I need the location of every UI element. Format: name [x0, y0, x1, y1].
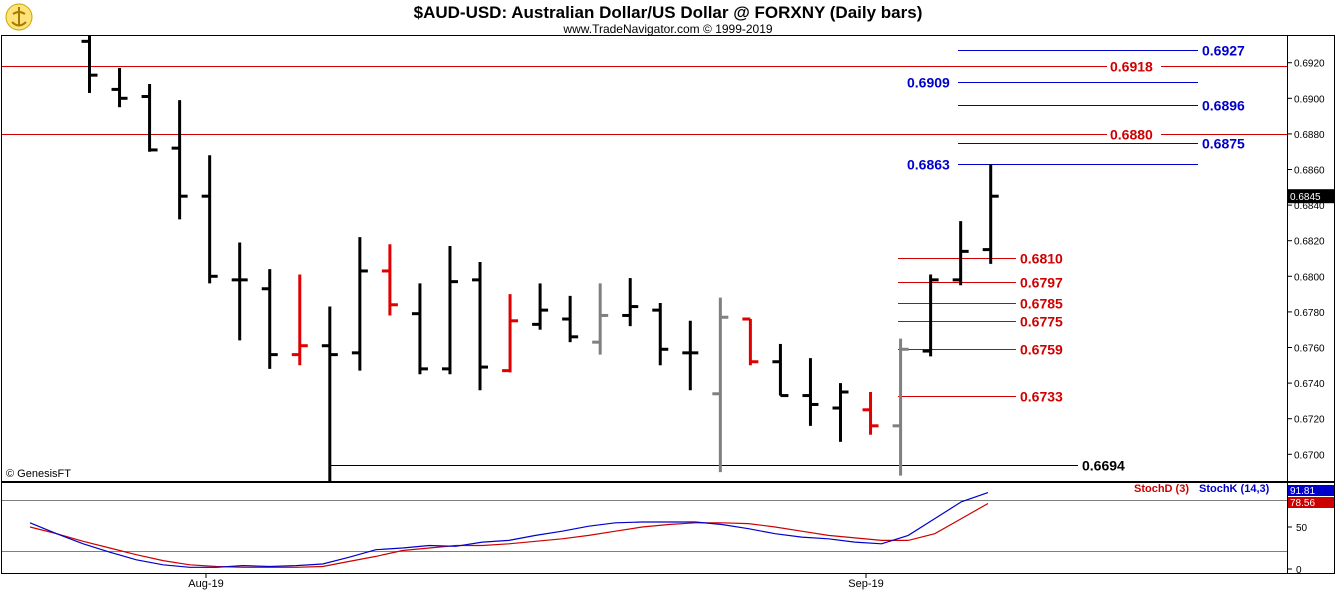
price-tick-label-6: 0.6820 [1294, 237, 1325, 248]
ohlc-bar-29 [952, 221, 969, 286]
level-lines: 0.6927 0.6918 0.6909 0.6896 0.6880 0.6875 0.68… [2, 43, 1287, 474]
ohlc-bar-13 [472, 262, 489, 391]
ohlc-bar-20 [682, 320, 699, 391]
ohlc-bar-24 [802, 358, 819, 426]
stochastic-lines [29, 492, 989, 568]
ohlc-bar-3 [171, 100, 188, 220]
price-axis-pane[interactable] [1287, 35, 1335, 482]
level-label-2: 0.6909 [907, 75, 950, 91]
price-tick-label-10: 0.6900 [1294, 94, 1325, 105]
ohlc-bar-23 [772, 343, 789, 398]
ohlc-bar-10 [381, 244, 398, 316]
price-tick-label-8: 0.6860 [1294, 166, 1325, 177]
level-label-0: 0.6927 [1202, 43, 1245, 59]
date-tick-label-1: Sep-19 [848, 578, 883, 590]
ohlc-bar-21 [712, 297, 729, 473]
stochd-legend: StochD (3) [1134, 483, 1189, 495]
ohlc-bar-30 [982, 164, 999, 264]
ohlc-bar-22 [742, 317, 759, 366]
level-label-7: 0.6810 [1020, 251, 1063, 267]
stochd-last-box [1288, 497, 1334, 508]
stochk-last-box [1288, 485, 1334, 496]
stochk-legend: StochK (14,3) [1199, 483, 1270, 495]
stoch-line-1 [29, 492, 989, 568]
level-label-bg-1 [1107, 59, 1161, 74]
price-tick-label-7: 0.6840 [1294, 201, 1325, 212]
ohlc-bar-4 [201, 155, 218, 284]
ohlc-bar-7 [291, 274, 308, 366]
level-label-bg-4 [1107, 127, 1161, 142]
stoch-tick-label-1: 50 [1296, 523, 1308, 534]
ohlc-bar-19 [652, 303, 669, 366]
date-tick-label-0: Aug-19 [188, 578, 223, 590]
level-label-13: 0.6694 [1082, 458, 1125, 474]
copyright-label: © GenesisFT [6, 468, 71, 480]
level-label-1: 0.6918 [1110, 59, 1153, 75]
ohlc-bar-26 [862, 392, 879, 435]
level-label-8: 0.6797 [1020, 275, 1063, 291]
last-price-box [1288, 189, 1334, 204]
stoch-pane[interactable] [1, 482, 1288, 574]
ohlc-bar-18 [622, 278, 639, 327]
level-label-9: 0.6785 [1020, 296, 1063, 312]
ohlc-bar-5 [231, 242, 248, 341]
ohlc-bar-9 [351, 237, 368, 371]
ohlc-bar-16 [562, 295, 579, 343]
stochd-last-label: 78.56 [1290, 498, 1315, 509]
stoch-axis-pane[interactable] [1287, 482, 1335, 574]
ohlc-bar-6 [261, 269, 278, 369]
price-tick-label-5: 0.6800 [1294, 272, 1325, 283]
ohlc-bar-2 [141, 84, 158, 152]
price-tick-label-4: 0.6780 [1294, 308, 1325, 319]
last-price-label: 0.6845 [1290, 192, 1321, 203]
price-tick-label-0: 0.6700 [1294, 450, 1325, 461]
trade-navigator-logo-icon [5, 3, 33, 31]
ohlc-bars [81, 36, 999, 481]
price-tick-label-2: 0.6740 [1294, 379, 1325, 390]
level-label-3: 0.6896 [1202, 98, 1245, 114]
ohlc-bar-1 [111, 68, 128, 108]
price-tick-label-9: 0.6880 [1294, 130, 1325, 141]
ohlc-bar-11 [411, 283, 428, 375]
ohlc-bar-8 [321, 306, 338, 481]
level-label-6: 0.6863 [907, 157, 950, 173]
price-axis: 0.6700 0.6720 0.6740 0.6760 0.6780 0.6800 0.68… [1287, 59, 1334, 461]
stoch-tick-label-0: 0 [1296, 565, 1302, 576]
price-pane[interactable] [1, 35, 1288, 482]
price-tick-label-1: 0.6720 [1294, 415, 1325, 426]
level-label-4: 0.6880 [1110, 127, 1153, 143]
ohlc-bar-17 [592, 283, 609, 355]
level-label-10: 0.6775 [1020, 314, 1063, 330]
ohlc-bar-14 [502, 294, 519, 373]
ohlc-bar-12 [441, 246, 458, 375]
level-label-12: 0.6733 [1020, 389, 1063, 405]
stochk-last-label: 91.81 [1290, 486, 1315, 497]
chart-subtitle: www.TradeNavigator.com © 1999-2019 [563, 22, 773, 36]
ohlc-bar-0 [81, 36, 98, 93]
stoch-line-0 [29, 502, 989, 568]
chart-title: $AUD-USD: Australian Dollar/US Dollar @ … [413, 3, 923, 22]
ohlc-bar-28 [922, 274, 939, 357]
ohlc-bar-25 [832, 383, 849, 442]
date-axis: Aug-19 Sep-19 [188, 573, 884, 590]
price-tick-label-3: 0.6760 [1294, 344, 1325, 355]
ohlc-bar-15 [532, 283, 549, 330]
ohlc-bar-27 [892, 338, 909, 476]
level-label-11: 0.6759 [1020, 342, 1063, 358]
price-tick-label-11: 0.6920 [1294, 59, 1325, 70]
level-label-5: 0.6875 [1202, 136, 1245, 152]
